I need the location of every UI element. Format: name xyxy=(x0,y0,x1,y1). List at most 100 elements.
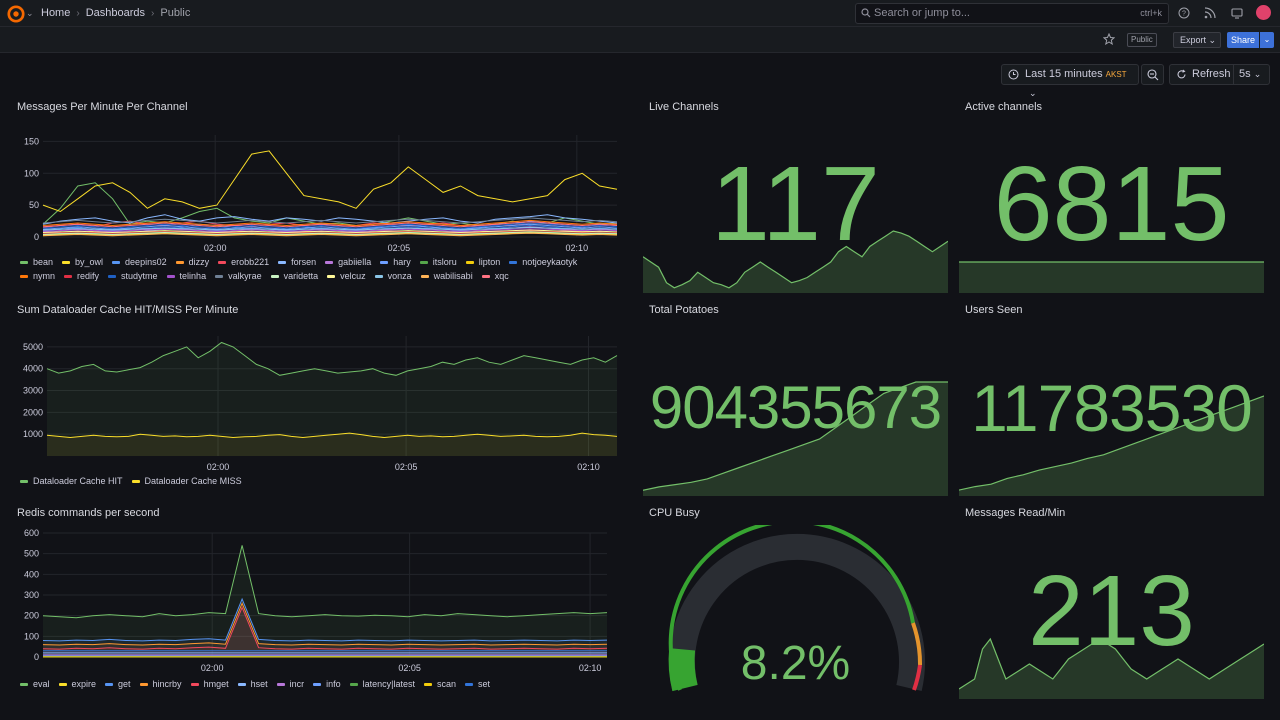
legend-swatch xyxy=(139,682,148,686)
legend-item[interactable]: xqc xyxy=(481,271,509,281)
panel-title: Live Channels xyxy=(649,101,719,113)
breadcrumb-home[interactable]: Home xyxy=(41,7,71,19)
share-button[interactable]: Share xyxy=(1227,32,1259,48)
legend-item[interactable]: vonza xyxy=(374,271,412,281)
y-tick-label: 150 xyxy=(24,136,39,146)
panel-dataloader-cache: Sum Dataloader Cache HIT/MISS Per Minute… xyxy=(17,304,629,494)
legend-item[interactable]: hmget xyxy=(190,679,229,689)
legend-item[interactable]: nymn xyxy=(20,271,55,281)
x-tick-label: 02:00 xyxy=(201,663,224,673)
refresh-icon xyxy=(1177,69,1186,79)
help-icon[interactable]: ? xyxy=(1178,7,1190,19)
legend-swatch xyxy=(215,274,224,278)
legend-label: info xyxy=(326,679,341,689)
legend-item[interactable]: Dataloader Cache HIT xyxy=(20,476,123,486)
legend-swatch xyxy=(325,260,334,264)
legend-item[interactable]: lipton xyxy=(465,257,500,267)
legend-swatch xyxy=(374,274,383,278)
legend-item[interactable]: set xyxy=(465,679,490,689)
time-range-label: Last 15 minutes xyxy=(1025,68,1103,80)
gauge-track xyxy=(669,533,925,691)
legend-item[interactable]: get xyxy=(105,679,131,689)
y-tick-label: 200 xyxy=(24,611,39,621)
legend-item[interactable]: eval xyxy=(20,679,50,689)
legend-item[interactable]: bean xyxy=(20,257,53,267)
tv-mode-icon[interactable] xyxy=(1231,7,1243,19)
legend-item[interactable]: hset xyxy=(237,679,268,689)
zoom-out-button[interactable] xyxy=(1141,64,1164,85)
time-range-picker[interactable]: Last 15 minutes AKST ⌄ xyxy=(1001,64,1139,98)
users-seen-sparkline xyxy=(959,395,1264,496)
refresh-button[interactable]: Refresh 5s ⌄ xyxy=(1169,64,1270,85)
legend-swatch xyxy=(465,260,474,264)
legend-item[interactable]: erobb221 xyxy=(218,257,269,267)
y-tick-label: 0 xyxy=(34,232,39,242)
cpu-busy-value: 8.2% xyxy=(740,637,851,690)
panel-title: Redis commands per second xyxy=(17,507,160,519)
grafana-logo-icon[interactable] xyxy=(7,5,25,23)
sparkline-line xyxy=(643,381,948,491)
legend-label: expire xyxy=(71,679,97,689)
sparkline-area xyxy=(643,382,948,496)
legend-swatch xyxy=(20,260,28,264)
live-channels-sparkline xyxy=(643,230,948,293)
refresh-interval-picker[interactable]: 5s ⌄ xyxy=(1239,65,1261,84)
legend-item[interactable]: notjoeykaotyk xyxy=(509,257,577,267)
legend-item[interactable]: varidetta xyxy=(270,271,318,281)
user-avatar[interactable] xyxy=(1256,5,1271,20)
keyboard-shortcut: ctrl+k xyxy=(1140,8,1162,18)
legend-swatch xyxy=(276,682,285,686)
legend-label: itsloru xyxy=(432,257,457,267)
panel-title: Users Seen xyxy=(965,304,1023,316)
rss-feed-icon[interactable] xyxy=(1204,7,1216,19)
sparkline-area xyxy=(959,396,1264,496)
legend-swatch xyxy=(237,682,246,686)
cpu-busy-gauge xyxy=(668,525,925,692)
legend-item[interactable]: hary xyxy=(380,257,411,267)
series-line-lipton xyxy=(42,231,618,236)
x-tick-label: 02:05 xyxy=(398,663,421,673)
gauge-threshold-orange xyxy=(911,622,923,666)
legend-item[interactable]: wabilisabi xyxy=(420,271,473,281)
legend-item[interactable]: velcuz xyxy=(327,271,366,281)
legend-label: vonza xyxy=(387,271,412,281)
legend-item[interactable]: info xyxy=(313,679,341,689)
legend-swatch xyxy=(327,274,336,278)
legend-swatch xyxy=(270,274,279,278)
legend-item[interactable]: scan xyxy=(424,679,456,689)
legend-item[interactable]: telinha xyxy=(166,271,206,281)
legend-item[interactable]: by_owl xyxy=(62,257,103,267)
legend-item[interactable]: Dataloader Cache MISS xyxy=(131,476,242,486)
legend-item[interactable]: studytme xyxy=(108,271,158,281)
panel-total-potatoes: Total Potatoes 904355673 xyxy=(643,304,948,497)
legend-item[interactable]: dizzy xyxy=(175,257,209,267)
legend-item[interactable]: hincrby xyxy=(139,679,182,689)
export-button[interactable]: Export ⌄ xyxy=(1173,32,1221,48)
legend-item[interactable]: itsloru xyxy=(419,257,457,267)
legend-item[interactable]: redify xyxy=(64,271,99,281)
star-icon[interactable] xyxy=(1103,33,1115,45)
panel-cpu-busy: CPU Busy 8.2% xyxy=(643,507,948,700)
gauge-threshold-green xyxy=(668,525,915,691)
legend-swatch xyxy=(166,274,175,278)
active-channels-value: 6815 xyxy=(993,145,1230,263)
share-dropdown-button[interactable]: ⌄ xyxy=(1260,32,1274,48)
legend-item[interactable]: latency|latest xyxy=(349,679,415,689)
legend-item[interactable]: deepins02 xyxy=(112,257,167,267)
legend-item[interactable]: expire xyxy=(58,679,97,689)
search-input[interactable]: Search or jump to... ctrl+k xyxy=(855,3,1169,24)
series-line-wabilisabi xyxy=(42,232,618,237)
legend-item[interactable]: valkyrae xyxy=(215,271,262,281)
series-line-itsloru xyxy=(42,230,618,235)
legend-item[interactable]: gabiiella xyxy=(325,257,371,267)
legend-swatch xyxy=(20,479,28,483)
series-line-valkyrae xyxy=(42,217,618,224)
series-line-velcuz xyxy=(42,229,618,234)
legend-item[interactable]: incr xyxy=(276,679,304,689)
chevron-down-icon[interactable]: ⌄ xyxy=(26,8,34,18)
legend-item[interactable]: forsen xyxy=(278,257,316,267)
legend-swatch xyxy=(349,682,358,686)
x-tick-label: 02:00 xyxy=(207,462,230,470)
breadcrumb-dashboards[interactable]: Dashboards xyxy=(85,7,146,19)
series-line-vonza xyxy=(42,226,618,231)
